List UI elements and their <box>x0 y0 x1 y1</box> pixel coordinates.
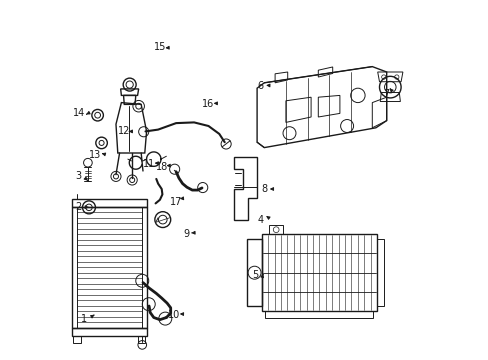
Text: 15: 15 <box>153 42 166 52</box>
Text: 9: 9 <box>183 229 189 239</box>
Text: 7: 7 <box>383 89 389 99</box>
Text: 14: 14 <box>73 108 85 118</box>
Text: 18: 18 <box>155 162 167 172</box>
Text: 5: 5 <box>252 270 258 280</box>
Text: 2: 2 <box>75 202 81 212</box>
Text: 6: 6 <box>257 81 263 91</box>
Text: 16: 16 <box>202 99 214 109</box>
Text: 4: 4 <box>257 215 263 225</box>
Text: 11: 11 <box>142 159 155 169</box>
Text: 8: 8 <box>261 184 267 194</box>
Text: 1: 1 <box>81 314 87 324</box>
Text: 12: 12 <box>118 126 130 136</box>
Text: 17: 17 <box>169 197 182 207</box>
Text: 3: 3 <box>75 171 81 181</box>
Text: 10: 10 <box>168 310 180 320</box>
Text: 13: 13 <box>89 150 101 160</box>
